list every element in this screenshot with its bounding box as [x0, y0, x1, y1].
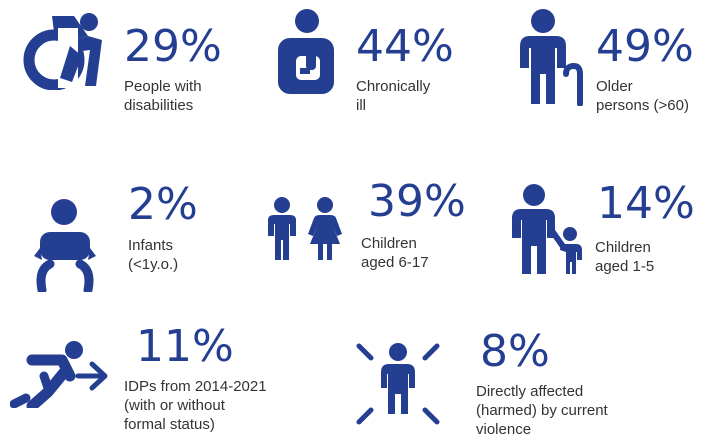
stat-value: 39%: [368, 176, 466, 227]
stat-label: People with disabilities: [124, 77, 202, 115]
stat-label: Children aged 6-17: [361, 234, 429, 272]
infant-icon: [34, 198, 96, 292]
stat-label: Older persons (>60): [596, 77, 689, 115]
stat-label-line: formal status): [124, 416, 215, 433]
stat-label: IDPs from 2014-2021 (with or without for…: [124, 377, 267, 434]
stat-label-line: Directly affected: [476, 383, 584, 400]
boy-and-girl-icon: [266, 196, 346, 262]
adult-holding-child-hand-icon: [506, 184, 588, 276]
stat-value: 8%: [480, 326, 550, 377]
chronically-ill-person-icon: [272, 8, 342, 94]
stat-label-line: (with or without: [124, 397, 225, 414]
stat-label-line: Children: [595, 239, 651, 256]
stat-label-line: IDPs from 2014-2021: [124, 378, 267, 395]
stat-value: 44%: [356, 21, 454, 72]
stat-label-line: Older: [596, 78, 633, 95]
stat-value: 49%: [596, 21, 694, 72]
stat-value: 14%: [597, 178, 695, 229]
stat-label: Chronically ill: [356, 77, 430, 115]
stat-label-line: violence: [476, 421, 532, 438]
stat-label: Directly affected (harmed) by current vi…: [476, 382, 608, 439]
stat-label-line: (harmed) by current: [476, 402, 608, 419]
stat-label: Children aged 1-5: [595, 238, 654, 276]
stat-value: 29%: [124, 21, 222, 72]
stat-label-line: disabilities: [124, 97, 194, 114]
stat-value: 11%: [136, 321, 234, 372]
stat-label-line: Chronically: [356, 78, 431, 95]
stat-label-line: aged 1-5: [595, 258, 655, 275]
stat-label: Infants (<1y.o.): [128, 236, 178, 274]
displaced-person-running-icon: [10, 340, 110, 408]
stat-label-line: Children: [361, 235, 417, 252]
stat-label-line: aged 6-17: [361, 254, 429, 271]
wheelchair-icon: [12, 12, 107, 90]
stat-label-line: persons (>60): [596, 97, 689, 114]
stat-label-line: ill: [356, 97, 366, 114]
stat-label-line: People with: [124, 78, 202, 95]
person-affected-by-violence-icon: [355, 340, 441, 426]
older-person-with-cane-icon: [508, 8, 584, 106]
stat-value: 2%: [128, 179, 198, 230]
stat-label-line: (<1y.o.): [128, 256, 179, 273]
stat-label-line: Infants: [128, 237, 174, 254]
